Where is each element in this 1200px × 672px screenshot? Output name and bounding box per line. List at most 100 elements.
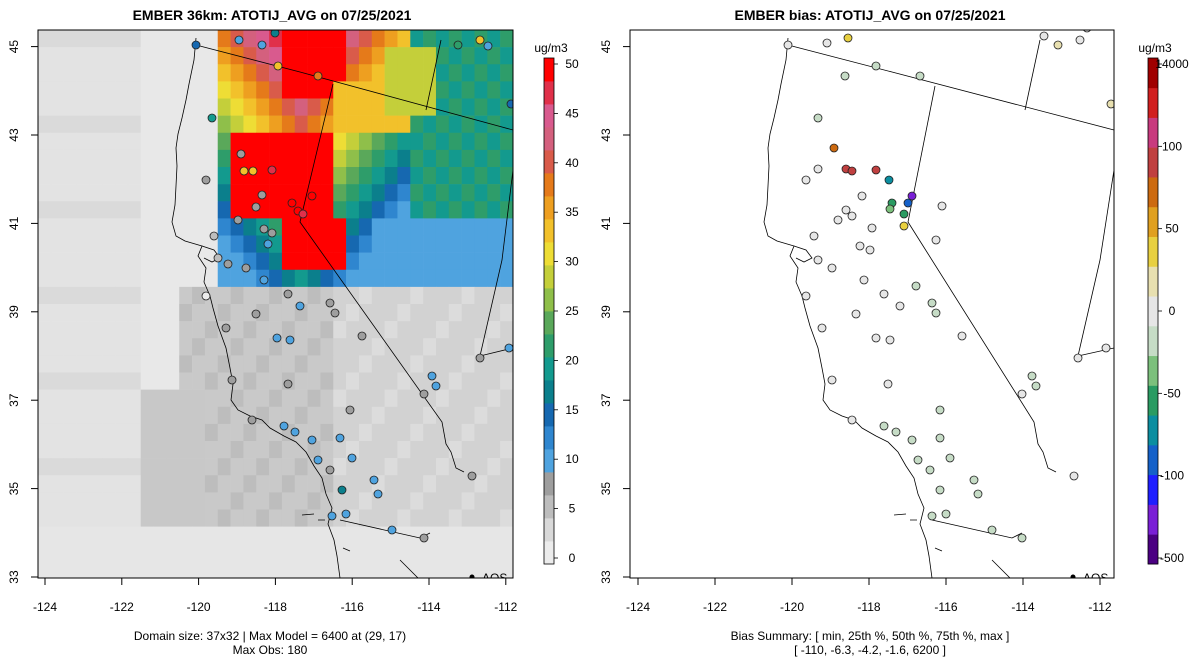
station-point bbox=[813, 113, 823, 123]
grid-cell bbox=[448, 475, 462, 493]
station-point bbox=[941, 509, 951, 519]
station-point bbox=[295, 301, 305, 311]
grid-cell bbox=[192, 81, 206, 99]
grid-cell bbox=[217, 149, 231, 168]
grid-cell bbox=[153, 509, 167, 527]
grid-cell bbox=[397, 64, 411, 82]
grid-cell bbox=[192, 321, 206, 339]
grid-cell bbox=[461, 389, 475, 408]
grid-cell bbox=[76, 286, 90, 305]
grid-cell bbox=[423, 286, 437, 305]
grid-cell bbox=[358, 372, 373, 390]
grid-cell bbox=[140, 235, 154, 253]
grid-cell bbox=[243, 98, 257, 116]
grid-cell bbox=[102, 458, 116, 476]
grid-cell bbox=[410, 304, 424, 322]
grid-cell bbox=[346, 492, 360, 510]
grid-cell bbox=[500, 132, 513, 151]
grid-cell bbox=[102, 423, 116, 442]
grid-cell bbox=[294, 321, 308, 339]
grid-cell bbox=[435, 560, 450, 578]
grid-cell bbox=[384, 149, 398, 168]
station-point bbox=[337, 485, 347, 495]
station-point bbox=[813, 164, 823, 174]
x-tick-label: -116 bbox=[341, 600, 364, 614]
grid-cell bbox=[487, 458, 501, 476]
grid-cell bbox=[500, 355, 513, 373]
grid-cell bbox=[179, 526, 193, 545]
grid-cell bbox=[294, 372, 308, 390]
grid-cell bbox=[410, 149, 424, 168]
grid-cell bbox=[243, 543, 257, 562]
grid-cell bbox=[320, 406, 334, 425]
grid-cell bbox=[63, 355, 77, 373]
grid-cell bbox=[256, 132, 270, 151]
grid-cell bbox=[410, 543, 424, 562]
colorbar-swatch bbox=[1148, 325, 1158, 357]
grid-cell bbox=[256, 235, 270, 253]
grid-cell bbox=[371, 304, 385, 322]
grid-cell bbox=[487, 475, 501, 493]
grid-cell bbox=[448, 218, 462, 236]
grid-cell bbox=[435, 492, 450, 510]
grid-cell bbox=[294, 269, 308, 288]
grid-cell bbox=[204, 132, 219, 151]
grid-cell bbox=[358, 423, 373, 442]
grid-cell bbox=[140, 321, 154, 339]
grid-cell bbox=[320, 441, 334, 459]
grid-cell bbox=[423, 475, 437, 493]
grid-cell bbox=[153, 372, 167, 390]
grid-cell bbox=[63, 64, 77, 82]
grid-cell bbox=[115, 252, 129, 271]
grid-cell bbox=[89, 372, 103, 390]
grid-cell bbox=[153, 526, 167, 545]
grid-cell bbox=[192, 338, 206, 356]
grid-cell bbox=[500, 458, 513, 476]
colorbar-swatch bbox=[544, 449, 554, 473]
grid-cell bbox=[38, 235, 52, 253]
station-point bbox=[273, 61, 283, 71]
grid-cell bbox=[346, 252, 360, 271]
grid-cell bbox=[397, 115, 411, 134]
grid-cell bbox=[153, 304, 167, 322]
station-point bbox=[1027, 371, 1037, 381]
grid-cell bbox=[63, 458, 77, 476]
grid-cell bbox=[358, 132, 373, 151]
station-point bbox=[307, 435, 317, 445]
grid-cell bbox=[140, 304, 154, 322]
grid-cell bbox=[333, 355, 347, 373]
grid-cell bbox=[192, 526, 206, 545]
grid-cell bbox=[397, 509, 411, 527]
station-point bbox=[945, 453, 955, 463]
grid-cell bbox=[371, 372, 385, 390]
grid-cell bbox=[333, 218, 347, 236]
grid-cell bbox=[269, 423, 283, 442]
colorbar-swatch bbox=[1148, 444, 1158, 476]
grid-cell bbox=[204, 184, 219, 202]
grid-cell bbox=[140, 458, 154, 476]
colorbar-swatch bbox=[544, 541, 554, 565]
grid-cell bbox=[448, 406, 462, 425]
grid-cell bbox=[166, 509, 180, 527]
grid-cell bbox=[217, 509, 231, 527]
grid-cell bbox=[487, 269, 501, 288]
station-point bbox=[347, 453, 357, 463]
grid-cell bbox=[102, 355, 116, 373]
grid-cell bbox=[179, 338, 193, 356]
grid-cell bbox=[115, 560, 129, 578]
grid-cell bbox=[410, 492, 424, 510]
grid-cell bbox=[461, 218, 475, 236]
grid-cell bbox=[76, 30, 90, 48]
grid-cell bbox=[410, 201, 424, 219]
station-point bbox=[387, 525, 397, 535]
grid-cell bbox=[76, 184, 90, 202]
station-point bbox=[801, 291, 811, 301]
grid-cell bbox=[140, 355, 154, 373]
grid-cell bbox=[423, 509, 437, 527]
grid-cell bbox=[38, 167, 52, 185]
grid-cell bbox=[346, 132, 360, 151]
grid-cell bbox=[217, 167, 231, 185]
grid-cell bbox=[307, 304, 321, 322]
grid-cell bbox=[38, 269, 52, 288]
grid-cell bbox=[269, 526, 283, 545]
